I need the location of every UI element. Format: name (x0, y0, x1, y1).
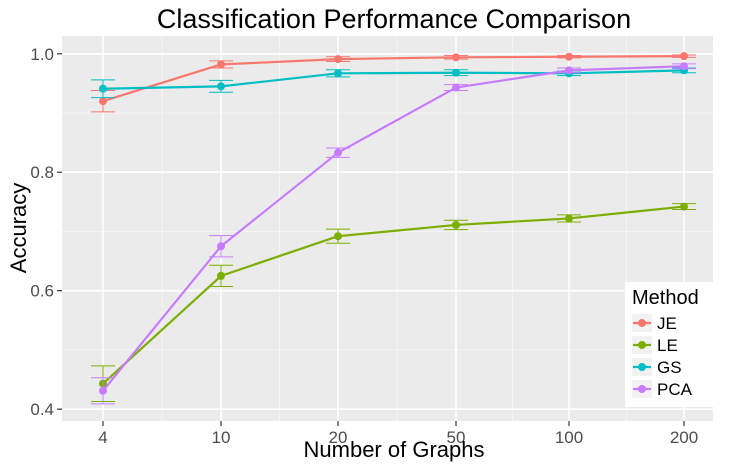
legend-label-le: LE (657, 336, 678, 355)
series-line-pca (102, 65, 685, 392)
series-line-le (102, 205, 685, 385)
y-tick-label: 0.8 (30, 163, 54, 182)
data-point-le (565, 214, 573, 223)
y-axis-title: Accuracy (6, 183, 31, 273)
data-point-pca (334, 148, 342, 157)
data-point-le (452, 220, 460, 229)
data-point-gs (452, 68, 460, 77)
data-point-pca (217, 242, 225, 251)
x-tick-label: 200 (670, 428, 698, 447)
series-line-je (102, 55, 685, 103)
plot-panel (62, 36, 713, 421)
series-pca (91, 62, 696, 405)
data-point-gs (217, 82, 225, 91)
x-tick-label: 10 (212, 428, 231, 447)
data-point-je (217, 60, 225, 69)
y-tick-label: 1.0 (30, 45, 54, 64)
series-je (91, 52, 696, 113)
data-point-pca (452, 83, 460, 92)
legend-key-point (638, 385, 646, 393)
data-point-le (680, 202, 688, 211)
series-line-gs (102, 69, 685, 90)
legend-label-je: JE (657, 314, 677, 333)
series-le (91, 202, 696, 402)
data-point-pca (99, 386, 107, 395)
grid-major (62, 36, 713, 421)
data-point-je (680, 52, 688, 61)
data-point-gs (99, 84, 107, 93)
data-point-je (452, 53, 460, 62)
legend-label-pca: PCA (657, 380, 693, 399)
legend-key-point (638, 341, 646, 349)
y-tick-label: 0.6 (30, 282, 54, 301)
series-layer (91, 52, 696, 405)
legend-items: JE LE GS PCA (632, 314, 693, 399)
y-tick-label: 0.4 (30, 400, 54, 419)
x-tick-label: 100 (555, 428, 583, 447)
axis-ticks: 0.4 0.6 0.8 1.0 4 10 20 50 100 200 (30, 45, 698, 447)
legend-item-gs: GS (632, 358, 682, 377)
legend-label-gs: GS (657, 358, 682, 377)
data-point-le (334, 232, 342, 241)
legend-title: Method (632, 287, 699, 309)
x-tick-label: 4 (98, 428, 107, 447)
legend-item-je: JE (632, 314, 677, 333)
legend: Method JE LE GS PCA (625, 282, 718, 407)
legend-item-le: LE (632, 336, 678, 355)
data-point-je (99, 97, 107, 106)
data-point-pca (565, 66, 573, 75)
data-point-le (217, 271, 225, 280)
x-tick-label: 20 (329, 428, 348, 447)
x-tick-label: 50 (447, 428, 466, 447)
data-point-je (565, 52, 573, 61)
series-gs (91, 66, 696, 99)
grid-minor (62, 36, 713, 421)
legend-key-point (638, 363, 646, 371)
data-point-gs (334, 69, 342, 78)
data-point-je (334, 55, 342, 64)
data-point-pca (680, 62, 688, 71)
legend-key-point (638, 319, 646, 327)
legend-item-pca: PCA (632, 380, 693, 399)
chart-title: Classification Performance Comparison (157, 4, 631, 34)
x-axis-title: Number of Graphs (304, 437, 485, 462)
